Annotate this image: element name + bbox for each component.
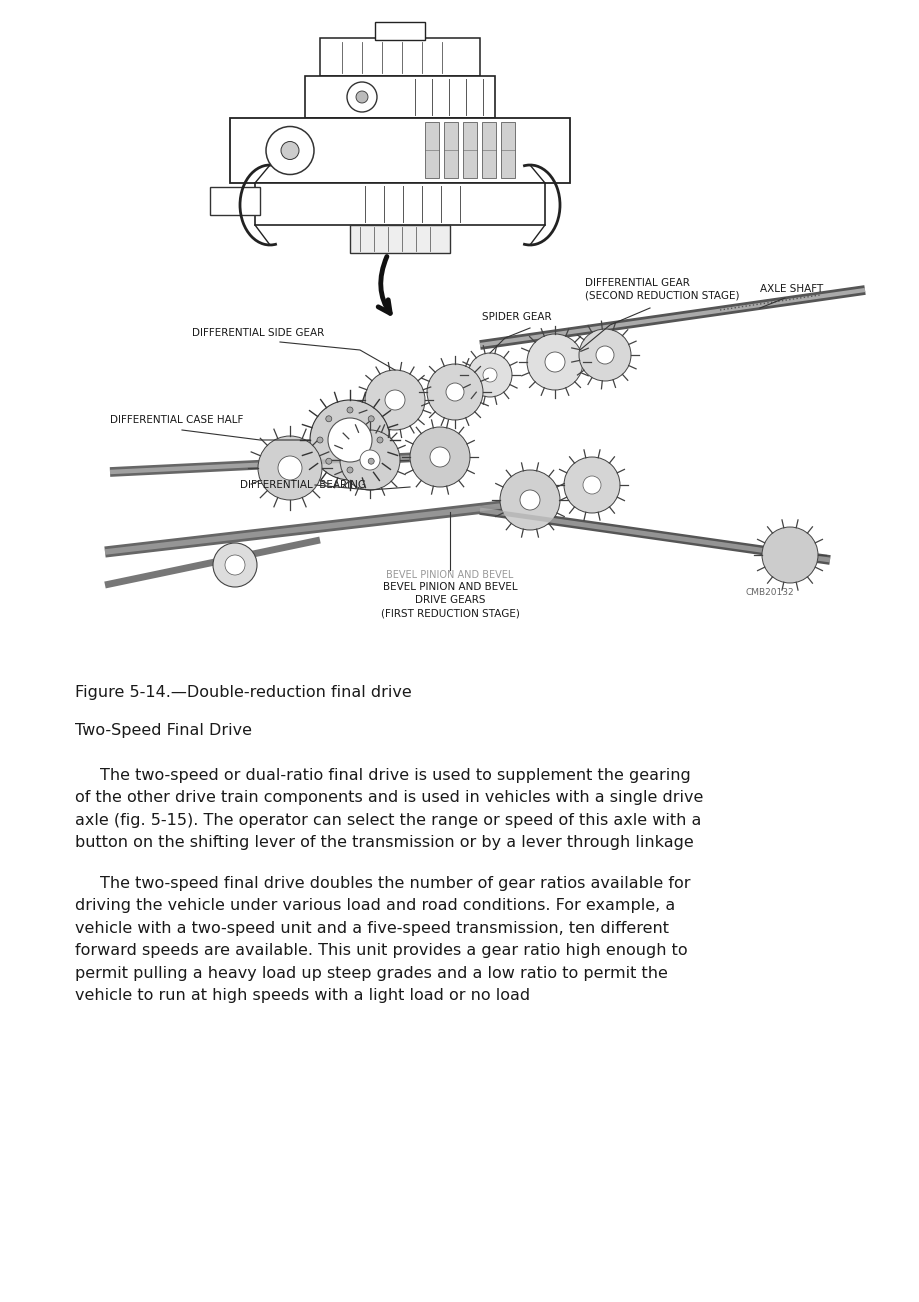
Circle shape — [596, 346, 613, 365]
Circle shape — [340, 430, 400, 490]
Text: driving the vehicle under various load and road conditions. For example, a: driving the vehicle under various load a… — [75, 898, 675, 914]
FancyBboxPatch shape — [501, 122, 515, 178]
Text: BEVEL PINION AND BEVEL: BEVEL PINION AND BEVEL — [386, 570, 513, 579]
Text: permit pulling a heavy load up steep grades and a low ratio to permit the: permit pulling a heavy load up steep gra… — [75, 966, 667, 980]
FancyBboxPatch shape — [305, 76, 494, 118]
FancyBboxPatch shape — [349, 225, 449, 253]
Text: AXLE SHAFT: AXLE SHAFT — [759, 284, 823, 294]
Text: SPIDER GEAR: SPIDER GEAR — [482, 312, 551, 322]
Circle shape — [578, 329, 630, 381]
Text: forward speeds are available. This unit provides a gear ratio high enough to: forward speeds are available. This unit … — [75, 944, 686, 958]
Circle shape — [368, 415, 374, 422]
Text: (FIRST REDUCTION STAGE): (FIRST REDUCTION STAGE) — [380, 608, 519, 618]
FancyBboxPatch shape — [375, 22, 425, 40]
Circle shape — [410, 427, 470, 487]
FancyBboxPatch shape — [462, 122, 476, 178]
FancyBboxPatch shape — [255, 184, 544, 225]
Text: DIFFERENTIAL GEAR
(SECOND REDUCTION STAGE): DIFFERENTIAL GEAR (SECOND REDUCTION STAG… — [584, 277, 739, 299]
Circle shape — [325, 458, 332, 465]
Text: vehicle to run at high speeds with a light load or no load: vehicle to run at high speeds with a lig… — [75, 988, 529, 1004]
Circle shape — [266, 126, 313, 174]
Circle shape — [482, 368, 496, 381]
Text: vehicle with a two-speed unit and a five-speed transmission, ten different: vehicle with a two-speed unit and a five… — [75, 921, 668, 936]
FancyBboxPatch shape — [210, 187, 260, 215]
Text: DIFFERENTIAL  BEARING: DIFFERENTIAL BEARING — [240, 480, 366, 490]
Circle shape — [446, 383, 463, 401]
Circle shape — [325, 415, 332, 422]
Circle shape — [346, 467, 353, 473]
Circle shape — [368, 458, 374, 465]
Circle shape — [544, 352, 564, 372]
FancyBboxPatch shape — [444, 122, 458, 178]
Circle shape — [257, 436, 322, 500]
Circle shape — [527, 335, 583, 391]
Text: DIFFERENTIAL CASE HALF: DIFFERENTIAL CASE HALF — [110, 415, 244, 424]
Circle shape — [346, 82, 377, 112]
Text: Figure 5-14.—Double-reduction final drive: Figure 5-14.—Double-reduction final driv… — [75, 685, 412, 700]
FancyBboxPatch shape — [482, 122, 495, 178]
Circle shape — [563, 457, 619, 513]
Text: of the other drive train components and is used in vehicles with a single drive: of the other drive train components and … — [75, 790, 703, 806]
Circle shape — [365, 370, 425, 430]
Text: CMB20132: CMB20132 — [745, 589, 793, 598]
Text: axle (fig. 5-15). The operator can select the range or speed of this axle with a: axle (fig. 5-15). The operator can selec… — [75, 812, 700, 828]
Circle shape — [346, 408, 353, 413]
FancyBboxPatch shape — [230, 118, 570, 184]
Circle shape — [213, 543, 256, 587]
Circle shape — [426, 365, 482, 421]
Text: DIFFERENTIAL SIDE GEAR: DIFFERENTIAL SIDE GEAR — [192, 328, 323, 339]
Circle shape — [761, 527, 817, 583]
Circle shape — [377, 437, 382, 443]
FancyBboxPatch shape — [425, 122, 438, 178]
Text: The two-speed or dual-ratio final drive is used to supplement the gearing: The two-speed or dual-ratio final drive … — [100, 768, 690, 783]
Circle shape — [356, 91, 368, 103]
Circle shape — [225, 555, 244, 575]
Text: DRIVE GEARS: DRIVE GEARS — [414, 595, 484, 605]
Circle shape — [317, 437, 323, 443]
Circle shape — [468, 353, 512, 397]
Circle shape — [310, 400, 390, 480]
Text: The two-speed final drive doubles the number of gear ratios available for: The two-speed final drive doubles the nu… — [100, 876, 690, 891]
Circle shape — [499, 470, 560, 530]
FancyBboxPatch shape — [320, 38, 480, 76]
Circle shape — [359, 450, 380, 470]
Circle shape — [519, 490, 539, 510]
Circle shape — [328, 418, 371, 462]
Text: button on the shifting lever of the transmission or by a lever through linkage: button on the shifting lever of the tran… — [75, 836, 693, 850]
Circle shape — [278, 456, 301, 480]
Circle shape — [583, 477, 600, 493]
Circle shape — [384, 391, 404, 410]
Circle shape — [429, 447, 449, 467]
Circle shape — [280, 142, 299, 160]
Text: BEVEL PINION AND BEVEL: BEVEL PINION AND BEVEL — [382, 582, 516, 592]
Text: Two-Speed Final Drive: Two-Speed Final Drive — [75, 723, 252, 738]
